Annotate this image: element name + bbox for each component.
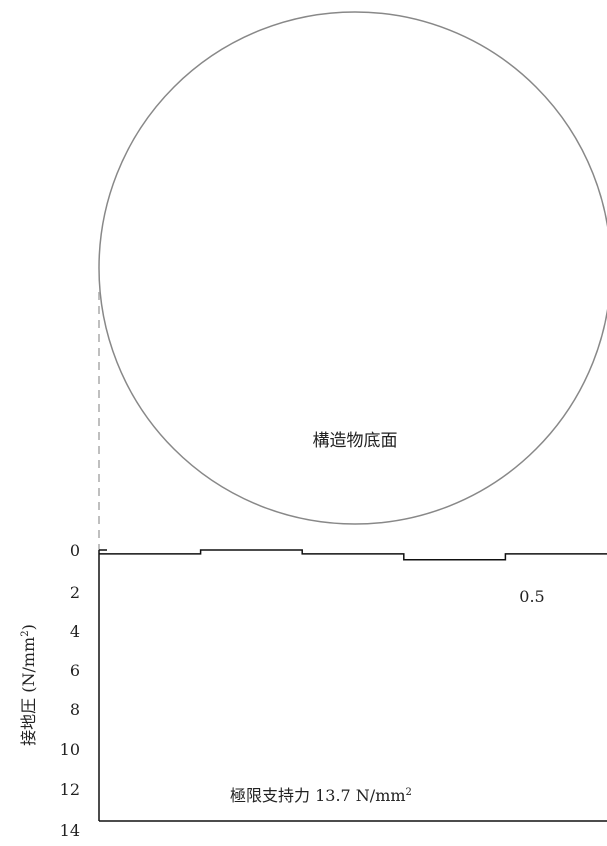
y-tick-label: 10 bbox=[60, 740, 80, 759]
pressure-value-label: 0.5 bbox=[519, 587, 544, 606]
y-tick-label: 0 bbox=[70, 541, 80, 560]
y-tick-label: 6 bbox=[70, 661, 80, 680]
y-axis-title: 接地圧 (N/mm2) bbox=[19, 624, 38, 746]
y-tick-label: 8 bbox=[70, 700, 80, 719]
structure-base-label: 構造物底面 bbox=[313, 431, 398, 451]
ultimate-capacity-sup: 2 bbox=[406, 787, 412, 798]
y-axis-title-close: ) bbox=[19, 624, 38, 630]
structure-base-circle bbox=[98, 11, 607, 525]
y-tick-labels: 0 2 4 6 8 10 12 14 bbox=[60, 541, 80, 840]
y-tick-label: 14 bbox=[60, 821, 80, 840]
y-axis-title-sup: 2 bbox=[20, 630, 31, 636]
y-tick-label: 12 bbox=[60, 780, 80, 799]
contact-pressure-line bbox=[99, 549, 607, 561]
y-tick-label: 2 bbox=[70, 583, 80, 602]
y-axis-title-main: 接地圧 (N/mm bbox=[19, 637, 38, 746]
ultimate-capacity-label: 極限支持力 13.7 N/mm2 bbox=[230, 786, 412, 805]
y-tick-label: 4 bbox=[70, 622, 80, 641]
ultimate-capacity-main: 極限支持力 13.7 N/mm bbox=[230, 786, 406, 805]
